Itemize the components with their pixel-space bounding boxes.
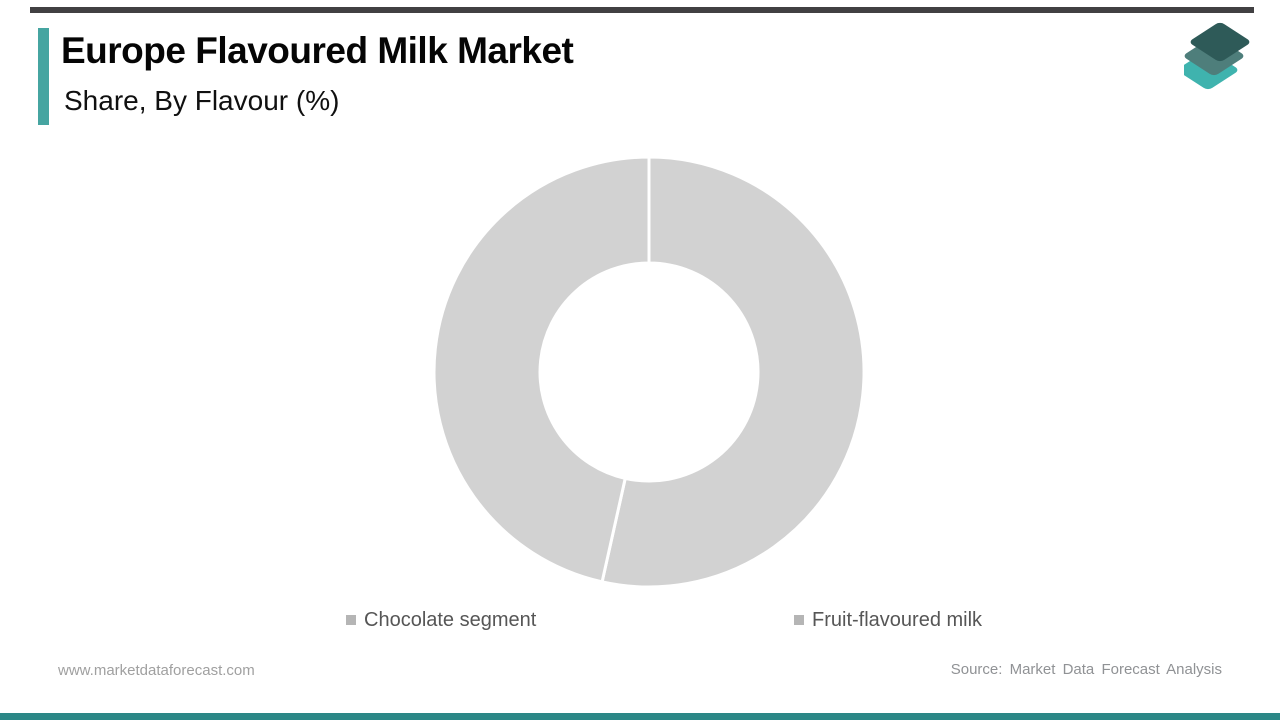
logo-top-layer-icon — [1190, 22, 1250, 62]
legend-marker-icon — [794, 615, 804, 625]
page-subtitle: Share, By Flavour (%) — [64, 85, 340, 116]
donut-slice-chocolate-segment — [600, 155, 866, 589]
top-accent-bar — [30, 7, 1254, 13]
page-title: Europe Flavoured Milk Market — [61, 30, 574, 71]
company-logo-icon — [1184, 22, 1250, 90]
donut-slice-fruit-flavoured-milk — [432, 155, 651, 584]
donut-chart — [432, 155, 866, 589]
bottom-accent-bar — [0, 713, 1280, 720]
legend-item: Chocolate segment — [346, 605, 536, 635]
legend-item: Fruit-flavoured milk — [794, 605, 982, 635]
chart-legend: Chocolate segment Fruit-flavoured milk — [0, 605, 1280, 635]
legend-item-label: Chocolate segment — [364, 608, 537, 631]
legend-item-label: Fruit-flavoured milk — [812, 608, 983, 631]
legend-marker-icon — [346, 615, 356, 625]
footer-source: Source: Market Data Forecast Analysis — [950, 661, 1222, 678]
footer-website: www.marketdataforecast.com — [58, 662, 255, 679]
title-accent-bar — [38, 28, 49, 125]
donut-chart-area — [432, 155, 866, 589]
